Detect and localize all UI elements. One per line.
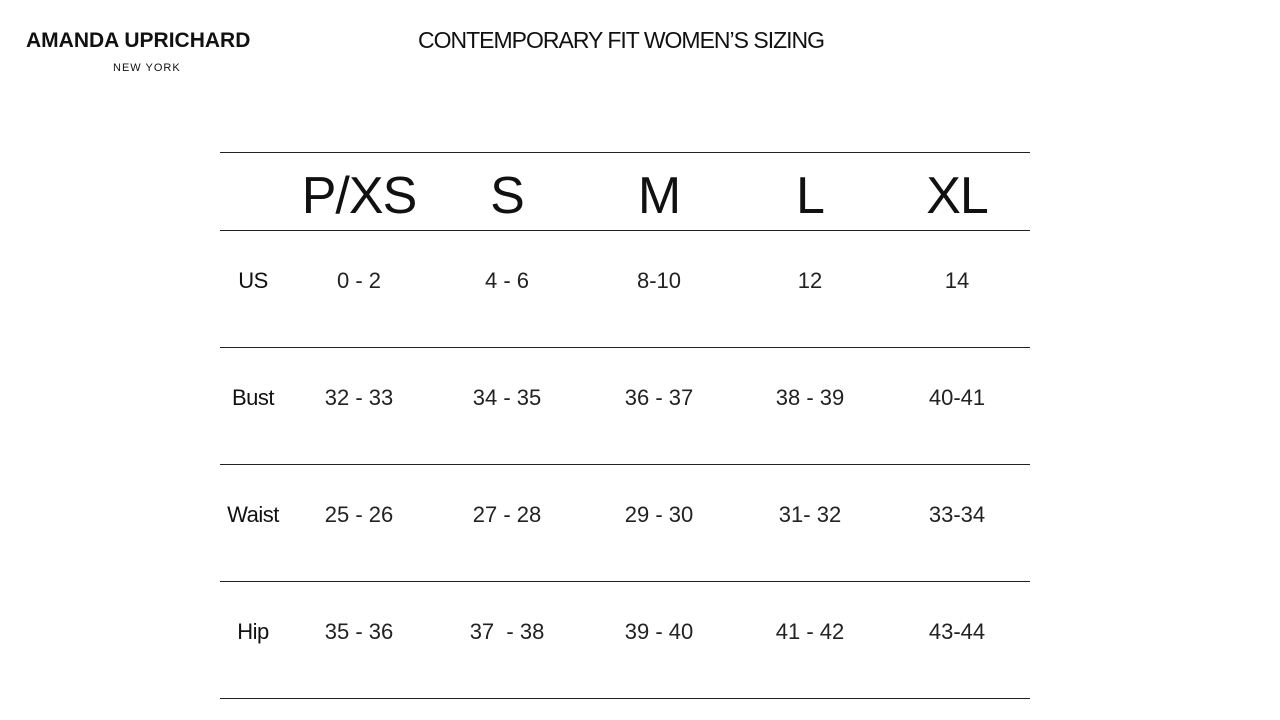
column-header: M xyxy=(637,167,681,225)
row-label: Bust xyxy=(231,385,275,410)
table-cell: 0 - 2 xyxy=(336,268,382,293)
table-cell: 36 - 37 xyxy=(624,385,694,410)
table-cell: 37 - 38 xyxy=(469,619,545,644)
table-cell: 29 - 30 xyxy=(624,502,694,527)
table-cell: 41 - 42 xyxy=(775,619,845,644)
brand-logo: AMANDA UPRICHARD xyxy=(26,29,251,52)
row-label: Hip xyxy=(237,619,269,644)
table-cell: 40-41 xyxy=(928,385,986,410)
table-divider xyxy=(220,698,1030,699)
table-cell: 34 - 35 xyxy=(472,385,542,410)
table-cell: 33-34 xyxy=(928,502,986,527)
table-divider xyxy=(220,464,1030,465)
table-cell: 12 xyxy=(797,268,823,293)
table-cell: 38 - 39 xyxy=(775,385,845,410)
page-title: CONTEMPORARY FIT WOMEN’S SIZING xyxy=(418,27,825,53)
table-cell: 8-10 xyxy=(636,268,682,293)
table-divider xyxy=(220,152,1030,153)
table-cell: 39 - 40 xyxy=(624,619,694,644)
column-header: P/XS xyxy=(301,167,417,225)
column-header: S xyxy=(490,167,525,225)
table-divider xyxy=(220,581,1030,582)
brand-location: NEW YORK xyxy=(113,62,181,74)
column-header: XL xyxy=(926,167,989,225)
table-cell: 4 - 6 xyxy=(484,268,530,293)
table-divider xyxy=(220,347,1030,348)
table-divider xyxy=(220,230,1030,231)
column-header: L xyxy=(796,167,825,225)
table-cell: 35 - 36 xyxy=(324,619,394,644)
row-label: US xyxy=(238,268,268,293)
row-label: Waist xyxy=(227,502,279,527)
table-cell: 27 - 28 xyxy=(472,502,542,527)
table-cell: 31- 32 xyxy=(778,502,842,527)
table-cell: 43-44 xyxy=(928,619,986,644)
table-cell: 14 xyxy=(944,268,970,293)
table-cell: 32 - 33 xyxy=(324,385,394,410)
table-cell: 25 - 26 xyxy=(324,502,394,527)
